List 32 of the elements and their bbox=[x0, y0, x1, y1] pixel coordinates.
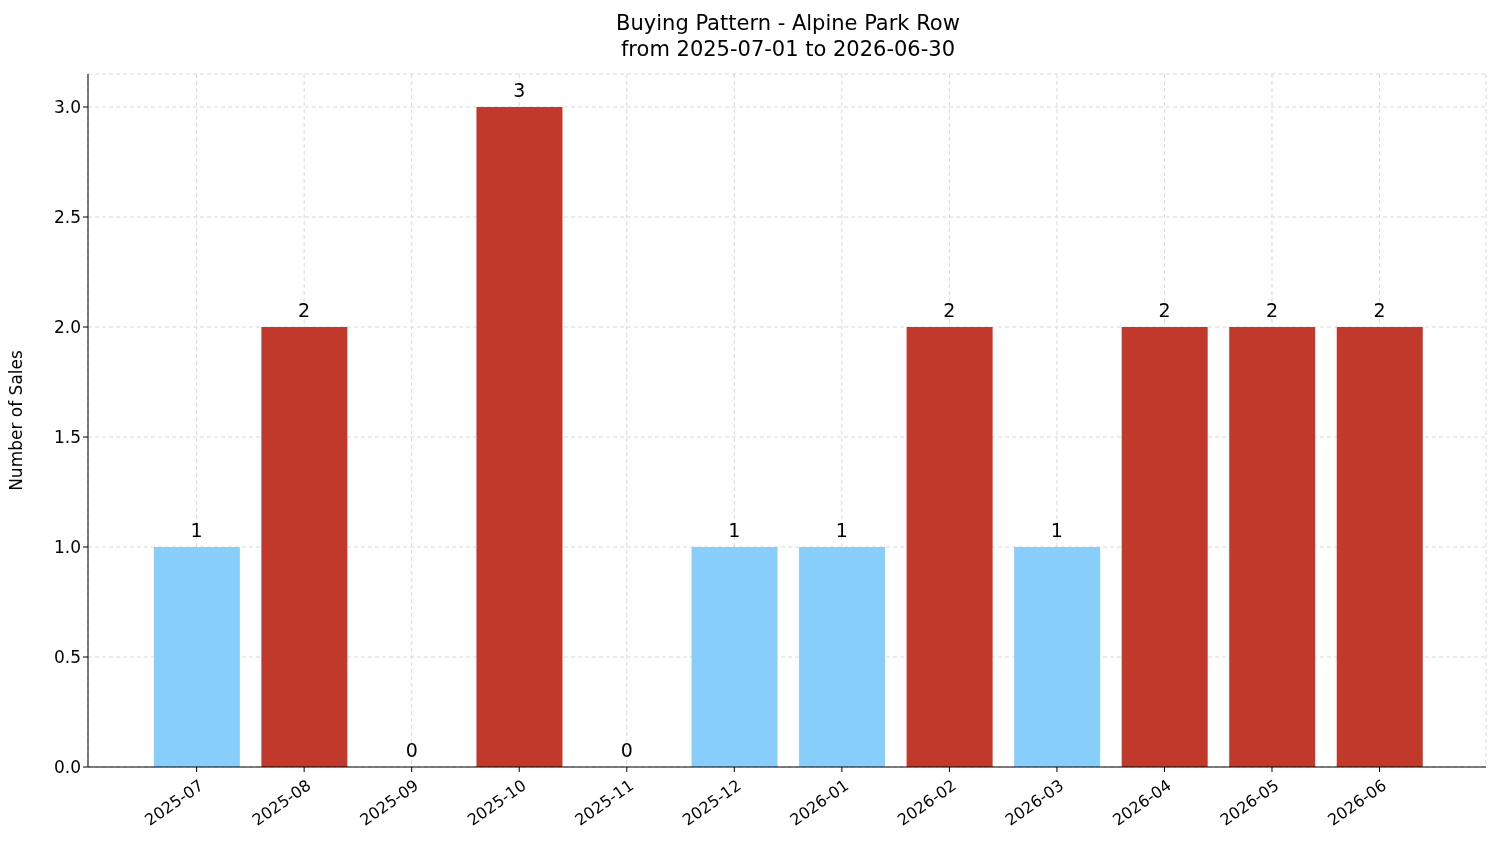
y-tick-label: 0.5 bbox=[53, 647, 81, 668]
y-tick-label: 0.0 bbox=[53, 757, 81, 778]
bar bbox=[1014, 547, 1101, 767]
data-label: 1 bbox=[728, 519, 741, 541]
data-label: 2 bbox=[298, 299, 311, 321]
y-tick-label: 1.5 bbox=[53, 427, 81, 448]
y-axis-title: Number of Sales bbox=[6, 349, 27, 491]
bar bbox=[1121, 327, 1208, 767]
data-label: 1 bbox=[1050, 519, 1063, 541]
chart-title: Buying Pattern - Alpine Park Row bbox=[615, 10, 961, 36]
data-label: 0 bbox=[620, 739, 633, 761]
y-tick-label: 3.0 bbox=[53, 97, 81, 118]
bar bbox=[153, 547, 240, 767]
data-label: 2 bbox=[1265, 299, 1279, 321]
bar bbox=[691, 547, 778, 767]
bar bbox=[261, 327, 348, 767]
data-label: 2 bbox=[1373, 299, 1386, 321]
bar bbox=[476, 107, 563, 767]
chart-subtitle: from 2025-07-01 to 2026-06-30 bbox=[619, 36, 957, 62]
y-tick-label: 1.0 bbox=[53, 537, 81, 558]
bar bbox=[799, 547, 886, 767]
bar bbox=[1336, 327, 1423, 767]
data-label: 0 bbox=[405, 739, 418, 761]
data-label: 2 bbox=[943, 299, 956, 321]
bar bbox=[1229, 327, 1316, 767]
data-label: 2 bbox=[1158, 299, 1171, 321]
y-tick-label: 2.0 bbox=[53, 317, 81, 338]
data-label: 3 bbox=[513, 79, 526, 101]
data-label: 1 bbox=[190, 519, 203, 541]
bar bbox=[906, 327, 993, 767]
data-label: 1 bbox=[835, 519, 848, 541]
y-tick-label: 2.5 bbox=[53, 207, 81, 228]
